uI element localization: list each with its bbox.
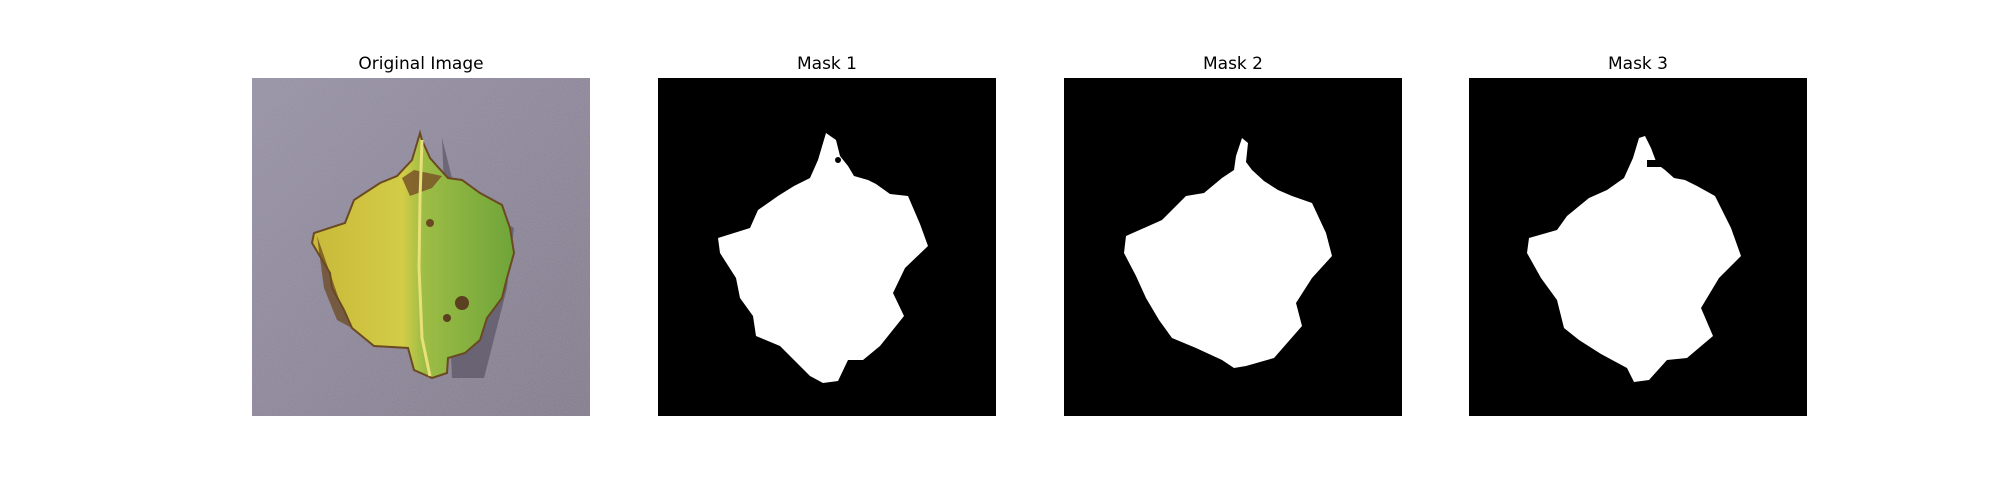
panel-mask-2: Mask 2 — [1064, 52, 1402, 416]
mask-3-image — [1469, 78, 1807, 416]
mask-2-image — [1064, 78, 1402, 416]
panel-mask-1: Mask 1 — [658, 52, 996, 416]
mask-1-image — [658, 78, 996, 416]
panel-title: Mask 2 — [1202, 54, 1263, 74]
panel-mask-3: Mask 3 — [1469, 52, 1807, 416]
panel-original: Original Image — [252, 52, 590, 416]
panel-title: Mask 3 — [1607, 54, 1668, 74]
original-leaf-photo — [252, 78, 590, 416]
panel-title: Mask 1 — [796, 54, 857, 74]
panel-title: Original Image — [358, 54, 484, 74]
